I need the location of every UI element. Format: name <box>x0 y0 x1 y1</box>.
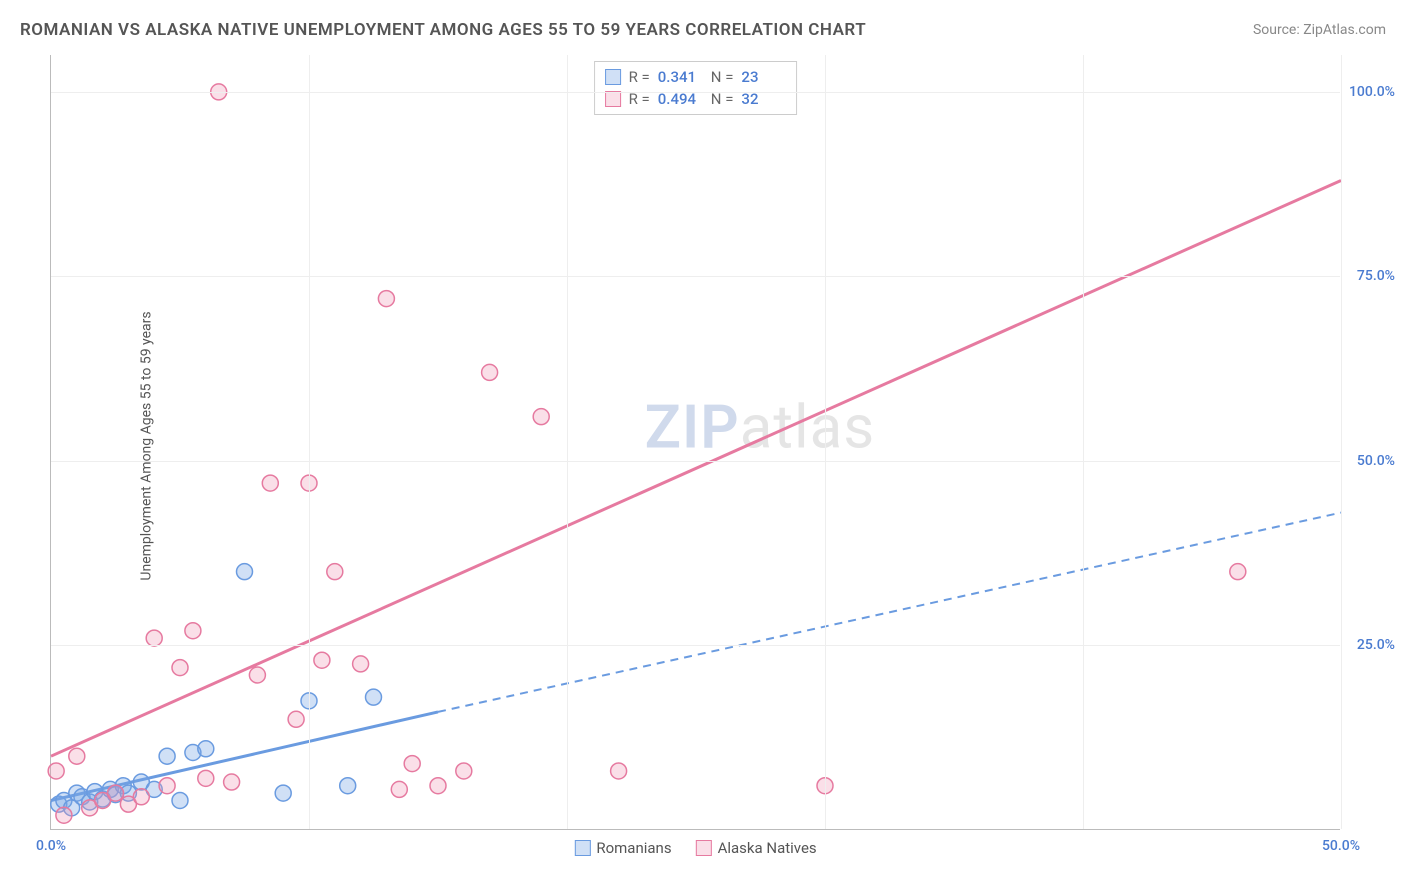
data-point <box>353 656 369 672</box>
data-point <box>249 667 265 683</box>
y-tick-label: 75.0% <box>1345 268 1395 284</box>
stats-row-0: R = 0.341 N = 23 <box>605 66 787 88</box>
gridline-h <box>51 645 1340 646</box>
data-point <box>172 792 188 808</box>
n-value-0: 23 <box>741 68 786 86</box>
r-label-0: R = <box>629 68 650 86</box>
data-point <box>159 778 175 794</box>
gridline-v <box>825 55 826 829</box>
data-point <box>366 689 382 705</box>
plot-area: ZIPatlas R = 0.341 N = 23 R = 0.494 N = … <box>50 55 1340 830</box>
data-point <box>237 564 253 580</box>
data-point <box>611 763 627 779</box>
data-point <box>391 781 407 797</box>
x-tick-label: 50.0% <box>1322 838 1360 854</box>
data-point <box>56 807 72 823</box>
legend-bottom: Romanians Alaska Natives <box>574 839 816 857</box>
n-label-0: N = <box>711 68 734 86</box>
source-attribution: Source: ZipAtlas.com <box>1253 22 1386 38</box>
data-point <box>327 564 343 580</box>
data-point <box>314 652 330 668</box>
data-point <box>224 774 240 790</box>
legend-item-0: Romanians <box>574 839 671 857</box>
r-value-0: 0.341 <box>658 68 703 86</box>
chart-title: ROMANIAN VS ALASKA NATIVE UNEMPLOYMENT A… <box>20 20 866 40</box>
x-tick-label: 0.0% <box>36 838 66 854</box>
gridline-v <box>567 55 568 829</box>
swatch-romanians <box>605 69 621 85</box>
legend-swatch-alaska <box>696 840 712 856</box>
data-point <box>1230 564 1246 580</box>
trend-line-extension <box>438 513 1341 712</box>
data-point <box>185 623 201 639</box>
data-point <box>404 756 420 772</box>
data-point <box>48 763 64 779</box>
data-point <box>172 660 188 676</box>
data-point <box>482 364 498 380</box>
gridline-h <box>51 92 1340 93</box>
gridline-v <box>309 55 310 829</box>
chart-svg <box>51 55 1340 829</box>
swatch-alaska <box>605 91 621 107</box>
data-point <box>198 741 214 757</box>
data-point <box>340 778 356 794</box>
source-link[interactable]: ZipAtlas.com <box>1303 22 1386 38</box>
source-prefix: Source: <box>1253 22 1303 38</box>
y-tick-label: 50.0% <box>1345 453 1395 469</box>
legend-swatch-romanians <box>574 840 590 856</box>
gridline-h <box>51 276 1340 277</box>
data-point <box>378 291 394 307</box>
legend-label-1: Alaska Natives <box>718 839 817 857</box>
data-point <box>146 630 162 646</box>
data-point <box>69 748 85 764</box>
data-point <box>533 409 549 425</box>
data-point <box>288 711 304 727</box>
legend-item-1: Alaska Natives <box>696 839 817 857</box>
legend-label-0: Romanians <box>596 839 671 857</box>
y-tick-label: 25.0% <box>1345 637 1395 653</box>
data-point <box>456 763 472 779</box>
gridline-v <box>1341 55 1342 829</box>
gridline-h <box>51 461 1340 462</box>
trend-line <box>51 180 1341 756</box>
data-point <box>108 785 124 801</box>
stats-box: R = 0.341 N = 23 R = 0.494 N = 32 <box>594 61 798 115</box>
data-point <box>275 785 291 801</box>
data-point <box>198 770 214 786</box>
data-point <box>159 748 175 764</box>
data-point <box>133 789 149 805</box>
y-tick-label: 100.0% <box>1345 84 1395 100</box>
data-point <box>430 778 446 794</box>
gridline-v <box>1083 55 1084 829</box>
data-point <box>262 475 278 491</box>
